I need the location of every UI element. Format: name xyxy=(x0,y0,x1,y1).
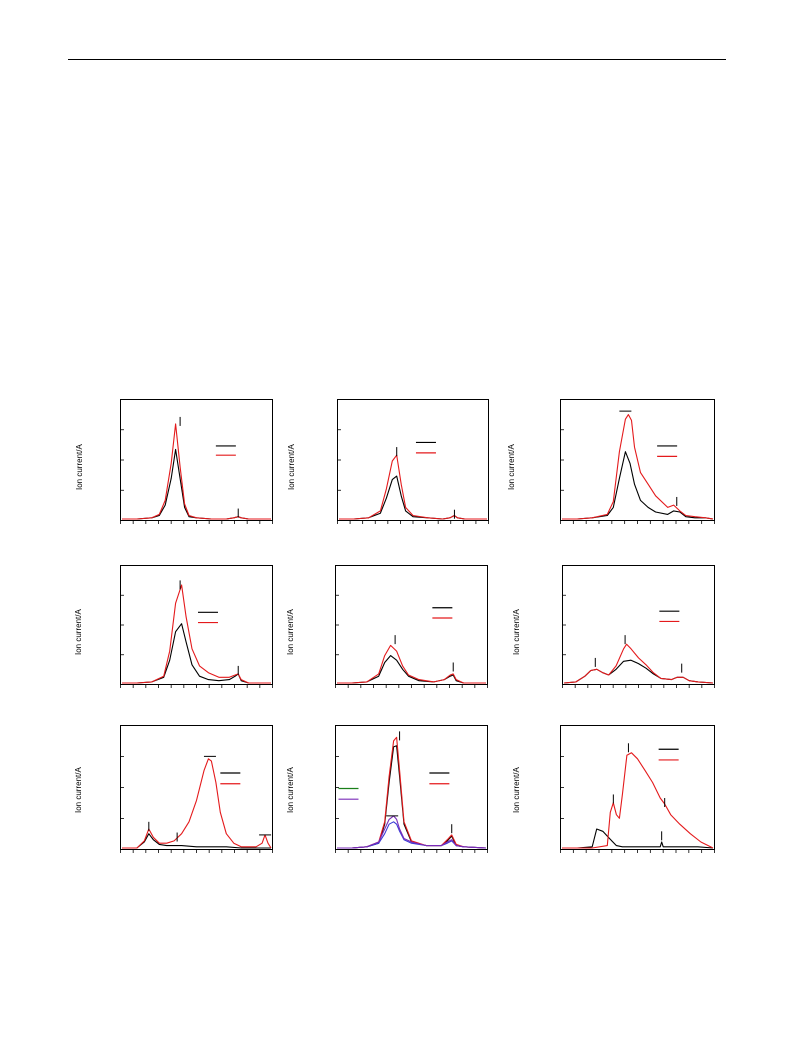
plot-frame xyxy=(120,399,273,521)
series-line-black xyxy=(562,451,714,520)
plot-frame xyxy=(337,399,489,521)
plot-frame xyxy=(560,725,715,850)
series-line-blue xyxy=(337,821,487,849)
series-line-black xyxy=(562,828,714,849)
series-line-red xyxy=(339,454,487,520)
series-line-red xyxy=(337,644,486,684)
series-line-purple xyxy=(337,815,487,849)
y-axis-label: Ion current/A xyxy=(512,609,521,655)
plot-frame xyxy=(562,565,715,685)
series-line-black xyxy=(339,475,487,520)
chart-svg xyxy=(120,565,273,688)
y-axis-label: Ion current/A xyxy=(74,767,83,813)
chart-svg xyxy=(560,399,715,524)
chart-panel-p32 xyxy=(335,725,488,853)
y-axis-label: Ion current/A xyxy=(74,609,83,655)
series-line-black xyxy=(122,833,271,849)
chart-panel-p12 xyxy=(337,399,489,524)
y-axis-label: Ion current/A xyxy=(286,609,295,655)
y-axis-label: Ion current/A xyxy=(507,444,516,490)
series-line-red xyxy=(122,584,271,684)
chart-svg xyxy=(335,565,488,688)
chart-svg xyxy=(562,565,715,688)
chart-svg xyxy=(120,725,273,853)
plot-frame xyxy=(120,725,273,850)
series-line-black xyxy=(122,623,271,684)
chart-svg xyxy=(120,399,273,524)
y-axis-label: Ion current/A xyxy=(286,767,295,813)
y-axis-label: Ion current/A xyxy=(75,444,84,490)
series-line-red xyxy=(562,414,714,520)
chart-svg xyxy=(335,725,488,853)
series-line-red xyxy=(122,758,272,849)
series-line-black xyxy=(337,745,487,849)
series-line-red xyxy=(337,736,487,849)
y-axis-label: Ion current/A xyxy=(512,767,521,813)
chart-panel-p13 xyxy=(560,399,715,524)
chart-svg xyxy=(337,399,489,524)
series-line-red xyxy=(122,423,271,520)
plot-frame xyxy=(120,565,273,685)
chart-panel-p11 xyxy=(120,399,273,524)
chart-panel-p22 xyxy=(335,565,488,688)
chart-panel-p33 xyxy=(560,725,715,853)
chart-svg xyxy=(560,725,715,853)
plot-frame xyxy=(335,725,488,850)
y-axis-label: Ion current/A xyxy=(287,444,296,490)
series-line-red xyxy=(562,752,714,849)
header-rule xyxy=(68,59,726,60)
chart-panel-p21 xyxy=(120,565,273,688)
plot-frame xyxy=(335,565,488,685)
series-line-red xyxy=(563,643,714,684)
series-line-black xyxy=(122,448,271,520)
chart-panel-p23 xyxy=(562,565,715,688)
series-line-black xyxy=(337,655,486,684)
chart-panel-p31 xyxy=(120,725,273,853)
series-line-black xyxy=(563,659,714,684)
